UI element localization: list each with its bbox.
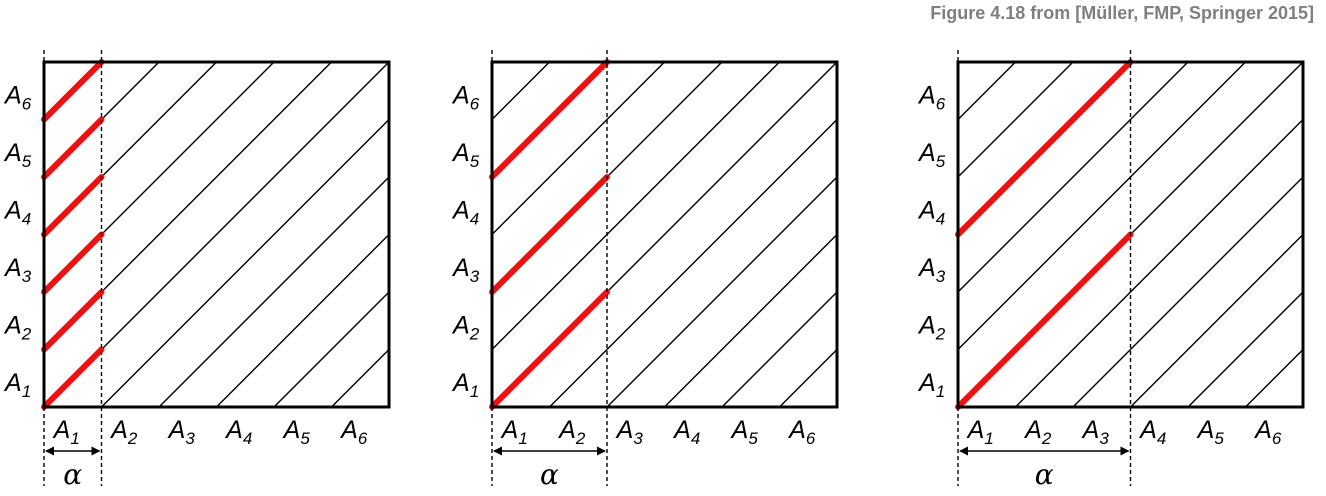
y-axis-label: A1 — [917, 369, 945, 401]
diagonal-line — [158, 176, 390, 408]
y-axis-label: A5 — [451, 139, 480, 171]
diagonal-line — [101, 119, 390, 408]
alpha-label: α — [63, 458, 82, 491]
y-axis-label: A5 — [917, 139, 946, 171]
diagonal-line — [331, 349, 390, 408]
x-axis-label: A6 — [339, 416, 368, 448]
highlight-segment — [41, 346, 105, 410]
highlight-segment — [489, 289, 610, 410]
y-axis-label: A2 — [3, 312, 32, 344]
y-axis-label: A3 — [917, 254, 946, 286]
y-axis-label: A1 — [451, 369, 479, 401]
highlight-segment — [41, 116, 105, 180]
highlight-segment — [41, 174, 105, 238]
x-axis-label: A4 — [1138, 416, 1166, 448]
x-axis-label: A1 — [52, 416, 80, 448]
panel-3: A1 A2 A3 A4 A5 A6 A1 A2 A3 A4 A5 A6 α — [917, 50, 1305, 491]
y-axis-label: A4 — [451, 197, 479, 229]
alpha-label: α — [540, 458, 559, 491]
highlight-segment — [489, 174, 610, 295]
diagonal-line — [491, 61, 665, 235]
diagonal-line — [664, 234, 838, 408]
diagonal-line — [549, 119, 838, 408]
diagonal-line — [1130, 234, 1304, 408]
diagonal-line — [1072, 176, 1304, 408]
x-axis-label: A3 — [1081, 416, 1110, 448]
highlight-segment — [41, 59, 105, 123]
diagonal-line — [957, 61, 1074, 178]
y-axis-label: A6 — [451, 82, 480, 114]
x-axis-label: A2 — [109, 416, 138, 448]
diagonal-line — [957, 61, 1189, 293]
x-axis-label: A6 — [1253, 416, 1282, 448]
y-axis-label: A6 — [917, 82, 946, 114]
highlight-segment — [955, 59, 1134, 238]
y-axis-label: A3 — [451, 254, 480, 286]
diagonal-line — [957, 61, 1246, 350]
diagonal-line — [273, 291, 390, 408]
diagonal-line — [491, 61, 780, 350]
highlight-segment — [489, 59, 610, 180]
highlight-segment — [41, 231, 105, 295]
x-axis-label: A4 — [672, 416, 700, 448]
x-axis-label: A5 — [282, 416, 311, 448]
x-axis-label: A3 — [167, 416, 196, 448]
y-axis-label: A5 — [3, 139, 32, 171]
x-axis-label: A5 — [730, 416, 759, 448]
y-axis-label: A2 — [451, 312, 480, 344]
diagonal-line — [216, 234, 390, 408]
y-axis-label: A4 — [3, 197, 31, 229]
figure-caption: Figure 4.18 from [Müller, FMP, Springer … — [930, 3, 1314, 23]
x-axis-label: A2 — [557, 416, 586, 448]
x-axis-label: A1 — [966, 416, 994, 448]
y-axis-label: A3 — [3, 254, 32, 286]
diagonal-line — [491, 61, 550, 120]
y-axis-label: A2 — [917, 312, 946, 344]
diagonal-line — [606, 176, 838, 408]
alpha-label: α — [1035, 458, 1054, 491]
y-axis-label: A1 — [3, 369, 31, 401]
x-axis-label: A2 — [1023, 416, 1052, 448]
x-axis-label: A1 — [500, 416, 528, 448]
diagonal-line — [957, 61, 1016, 120]
y-axis-label: A4 — [917, 197, 945, 229]
highlight-segment — [955, 231, 1134, 410]
diagonal-line — [779, 349, 838, 408]
panel-2: A1 A2 A3 A4 A5 A6 A1 A2 A3 A4 A5 A6 α — [451, 50, 839, 491]
x-axis-label: A4 — [224, 416, 252, 448]
x-axis-label: A5 — [1196, 416, 1225, 448]
diagonal-line — [1015, 119, 1304, 408]
diagonal-line — [1245, 349, 1304, 408]
y-axis-label: A6 — [3, 82, 32, 114]
x-axis-label: A3 — [615, 416, 644, 448]
highlight-segment — [41, 289, 105, 353]
x-axis-label: A6 — [787, 416, 816, 448]
panel-1: A1 A2 A3 A4 A5 A6 A1 A2 A3 A4 A5 A6 α — [3, 50, 391, 491]
diagonal-line — [721, 291, 838, 408]
diagonal-line — [1187, 291, 1304, 408]
